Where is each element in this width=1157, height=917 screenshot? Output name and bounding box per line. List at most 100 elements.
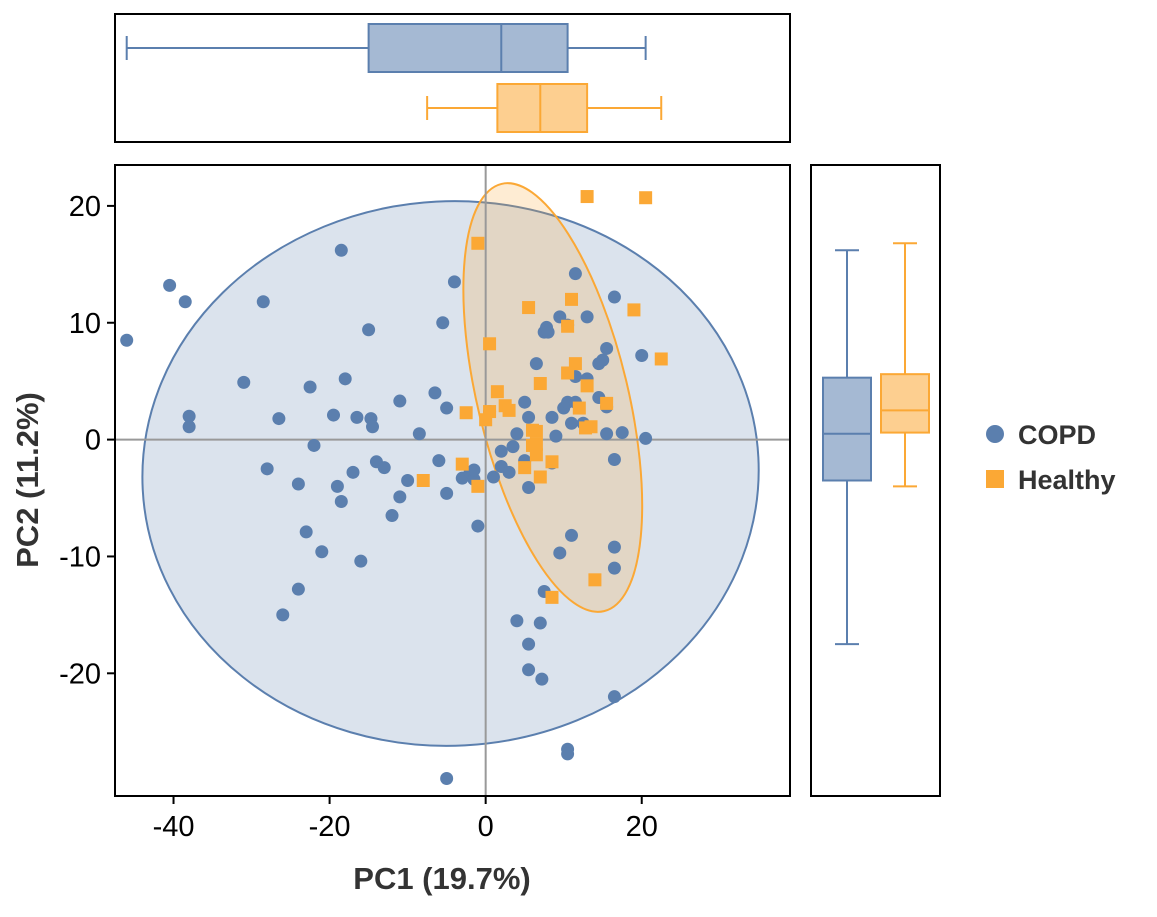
data-point-copd <box>486 470 500 484</box>
data-point-copd <box>401 474 415 487</box>
data-point-healthy <box>490 385 504 399</box>
data-point-copd <box>366 420 380 434</box>
data-point-healthy <box>479 413 493 427</box>
data-point-healthy <box>639 191 653 205</box>
data-point-copd <box>334 495 348 509</box>
data-point-copd <box>291 582 305 596</box>
data-point-healthy <box>545 455 559 469</box>
data-point-copd <box>518 395 532 409</box>
data-point-copd <box>338 372 352 386</box>
data-point-copd <box>393 394 407 408</box>
data-point-copd <box>600 427 614 441</box>
pc1-boxplot-copd <box>125 23 647 73</box>
data-point-healthy <box>455 457 469 471</box>
right-panel-frame <box>810 164 941 797</box>
data-point-copd <box>607 690 621 704</box>
data-point-copd <box>291 477 305 491</box>
legend-item-healthy: Healthy <box>986 465 1116 495</box>
data-point-copd <box>436 316 450 330</box>
data-point-healthy <box>565 292 579 306</box>
data-point-healthy <box>627 303 641 317</box>
data-point-copd <box>533 616 547 630</box>
data-point-healthy <box>416 474 430 487</box>
ellipse-layer <box>141 182 760 747</box>
data-point-healthy <box>600 396 614 410</box>
data-point-copd <box>607 561 621 575</box>
y-tick-label: 0 <box>85 425 101 457</box>
data-point-copd <box>565 416 579 430</box>
legend-label: COPD <box>1018 420 1096 450</box>
data-point-copd <box>362 323 376 337</box>
data-point-copd <box>385 509 399 523</box>
data-point-copd <box>615 426 629 440</box>
box <box>367 23 569 73</box>
data-point-healthy <box>522 301 536 315</box>
data-point-copd <box>432 454 446 468</box>
data-point-healthy <box>561 319 575 333</box>
data-point-copd <box>494 444 508 458</box>
data-point-copd <box>522 637 536 651</box>
data-point-copd <box>440 771 454 785</box>
data-point-copd <box>393 490 407 504</box>
x-tick-label: -40 <box>153 811 195 843</box>
data-point-healthy <box>529 448 543 462</box>
reference-lines <box>115 165 790 796</box>
data-point-copd <box>428 386 442 400</box>
data-point-copd <box>561 747 575 761</box>
data-point-healthy <box>533 470 547 484</box>
data-point-copd <box>182 409 196 423</box>
legend-item-copd: COPD <box>986 420 1096 450</box>
data-point-copd <box>635 348 649 362</box>
scatter-panel <box>114 164 791 797</box>
data-point-healthy <box>579 421 593 435</box>
top-boxplot-panel <box>114 13 791 143</box>
data-point-copd <box>447 275 461 289</box>
data-point-healthy <box>561 366 575 380</box>
legend: COPD Healthy <box>986 420 1116 495</box>
data-point-copd <box>529 357 543 371</box>
data-point-copd <box>315 545 329 559</box>
point-layer <box>120 190 668 785</box>
data-point-healthy <box>654 352 668 366</box>
box <box>880 373 930 434</box>
data-point-healthy <box>580 379 594 393</box>
data-point-copd <box>541 325 555 339</box>
y-tick-label: 20 <box>69 191 101 223</box>
data-point-healthy <box>529 437 543 451</box>
data-point-copd <box>522 481 536 495</box>
data-point-copd <box>303 380 317 394</box>
box <box>496 83 589 133</box>
data-point-copd <box>440 486 454 500</box>
pc2-boxplot-copd <box>822 249 872 646</box>
y-tick-label: 10 <box>69 308 101 340</box>
data-point-copd <box>607 290 621 304</box>
data-point-copd <box>510 614 524 628</box>
data-point-healthy <box>483 337 497 351</box>
data-point-copd <box>330 479 344 493</box>
plot-frame <box>114 164 791 797</box>
data-point-copd <box>553 546 567 560</box>
data-point-copd <box>596 353 610 367</box>
x-tick-label: -20 <box>309 811 351 843</box>
data-point-copd <box>334 243 348 257</box>
pc1-boxplot-healthy <box>426 83 663 133</box>
data-point-copd <box>237 375 251 389</box>
data-point-copd <box>299 525 313 539</box>
data-point-copd <box>377 461 391 475</box>
x-axis: -40 -20 0 20 <box>153 796 658 843</box>
data-point-copd <box>535 672 549 686</box>
data-point-healthy <box>588 573 602 587</box>
data-point-healthy <box>572 401 586 415</box>
y-axis: -20 -10 0 10 20 <box>59 191 115 690</box>
y-tick-label: -10 <box>59 541 101 573</box>
data-point-copd <box>471 519 485 533</box>
y-tick-label: -20 <box>59 658 101 690</box>
legend-square-marker <box>986 470 1004 488</box>
data-point-copd <box>272 412 286 426</box>
box <box>822 376 872 482</box>
top-panel-frame <box>114 13 791 143</box>
data-point-healthy <box>580 190 594 204</box>
data-point-copd <box>326 408 340 422</box>
x-tick-label: 0 <box>478 811 494 843</box>
